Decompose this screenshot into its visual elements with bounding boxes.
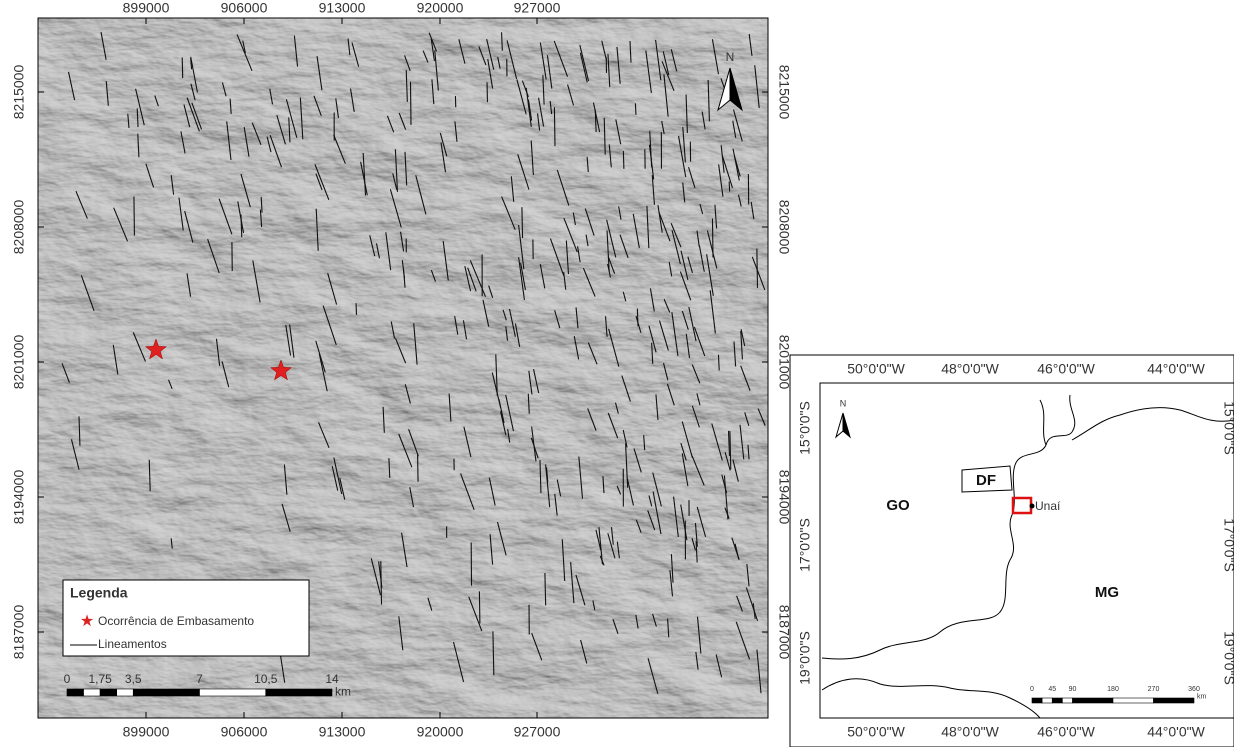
- scale-label: 360: [1188, 686, 1200, 693]
- map-figure: N Legenda ★ Ocorrência de Embasamento Li…: [0, 0, 1234, 747]
- scale-label: 7: [196, 672, 203, 686]
- city-point: [1030, 504, 1035, 509]
- scale-label: 45: [1048, 686, 1056, 693]
- legend-title: Legenda: [70, 585, 128, 601]
- lineament: [757, 249, 758, 288]
- x-coordinate: 920000: [417, 724, 464, 740]
- legend-star: ★: [80, 613, 94, 630]
- y-coordinate: 19°0'0"S: [797, 631, 813, 685]
- scale-segment: [1052, 698, 1062, 703]
- x-coordinate: 899000: [123, 0, 170, 16]
- north-label: N: [726, 50, 735, 64]
- x-coordinate: 46°0'0"W: [1037, 724, 1095, 740]
- scale-segment: [1062, 698, 1072, 703]
- y-coordinate: 17°0'0"S: [1221, 518, 1234, 572]
- x-coordinate: 927000: [514, 724, 561, 740]
- x-coordinate: 906000: [221, 724, 268, 740]
- y-coordinate: 8208000: [776, 200, 792, 255]
- page: {"main_map": { "x_labels": ["899000", "9…: [0, 0, 1234, 747]
- scale-label: 1,75: [88, 672, 112, 686]
- x-coordinate: 913000: [319, 0, 366, 16]
- region-label: MG: [1095, 584, 1119, 601]
- x-coordinate: 44°0'0"W: [1147, 724, 1205, 740]
- y-coordinate: 15°0'0"S: [797, 401, 813, 455]
- x-coordinate: 913000: [319, 724, 366, 740]
- north-label: N: [840, 398, 847, 408]
- lineament: [554, 107, 555, 146]
- lineament: [545, 573, 546, 605]
- legend-item: Ocorrência de Embasamento: [98, 614, 254, 628]
- x-coordinate: 927000: [514, 0, 561, 16]
- scale-label: 180: [1107, 686, 1119, 693]
- region-label: DF: [976, 472, 996, 489]
- x-coordinate: 44°0'0"W: [1147, 361, 1205, 377]
- scale-segment: [117, 689, 134, 696]
- lineament: [479, 591, 480, 623]
- x-coordinate: 48°0'0"W: [941, 724, 999, 740]
- y-coordinate: 19°0'0"S: [1221, 631, 1234, 685]
- lineament: [522, 207, 523, 238]
- scale-unit: km: [335, 685, 351, 699]
- scale-segment: [84, 689, 101, 696]
- scale-segment: [67, 689, 84, 696]
- scale-segment: [133, 689, 199, 696]
- y-coordinate: 15°0'0"S: [1221, 401, 1234, 455]
- scale-segment: [1154, 698, 1195, 703]
- inset-frame: [820, 383, 1234, 718]
- x-coordinate: 48°0'0"W: [941, 361, 999, 377]
- lineament: [718, 355, 719, 371]
- y-coordinate: 8194000: [11, 470, 27, 525]
- scale-unit: km: [1197, 693, 1207, 700]
- lineament: [712, 218, 713, 257]
- scale-label: 3,5: [125, 672, 142, 686]
- legend: Legenda ★ Ocorrência de Embasamento Line…: [63, 580, 309, 656]
- scale-segment: [266, 689, 332, 696]
- y-coordinate: 8201000: [11, 335, 27, 390]
- scale-segment: [1113, 698, 1154, 703]
- scale-segment: [1042, 698, 1052, 703]
- x-coordinate: 50°0'0"W: [847, 724, 905, 740]
- y-coordinate: 8215000: [776, 65, 792, 120]
- x-coordinate: 920000: [417, 0, 464, 16]
- x-coordinate: 50°0'0"W: [847, 361, 905, 377]
- y-coordinate: 8208000: [11, 200, 27, 255]
- x-coordinate: 46°0'0"W: [1037, 361, 1095, 377]
- region-label: GO: [886, 497, 910, 514]
- scale-label: 0: [1030, 686, 1034, 693]
- y-coordinate: 8187000: [11, 605, 27, 660]
- y-coordinate: 8215000: [11, 65, 27, 120]
- lineament: [381, 561, 382, 604]
- scale-label: 90: [1069, 686, 1077, 693]
- y-coordinate: 17°0'0"S: [797, 518, 813, 572]
- scale-label: 10,5: [254, 672, 278, 686]
- scale-label: 270: [1148, 686, 1160, 693]
- scale-segment: [200, 689, 266, 696]
- lineament: [623, 151, 624, 169]
- scale-label: 0: [64, 672, 71, 686]
- legend-item: Lineamentos: [98, 637, 167, 651]
- city-label: Unaí: [1035, 499, 1061, 513]
- scale-segment: [1032, 698, 1042, 703]
- scale-segment: [1073, 698, 1114, 703]
- x-coordinate: 899000: [123, 724, 170, 740]
- x-coordinate: 906000: [221, 0, 268, 16]
- scale-segment: [100, 689, 117, 696]
- lineament: [635, 103, 636, 115]
